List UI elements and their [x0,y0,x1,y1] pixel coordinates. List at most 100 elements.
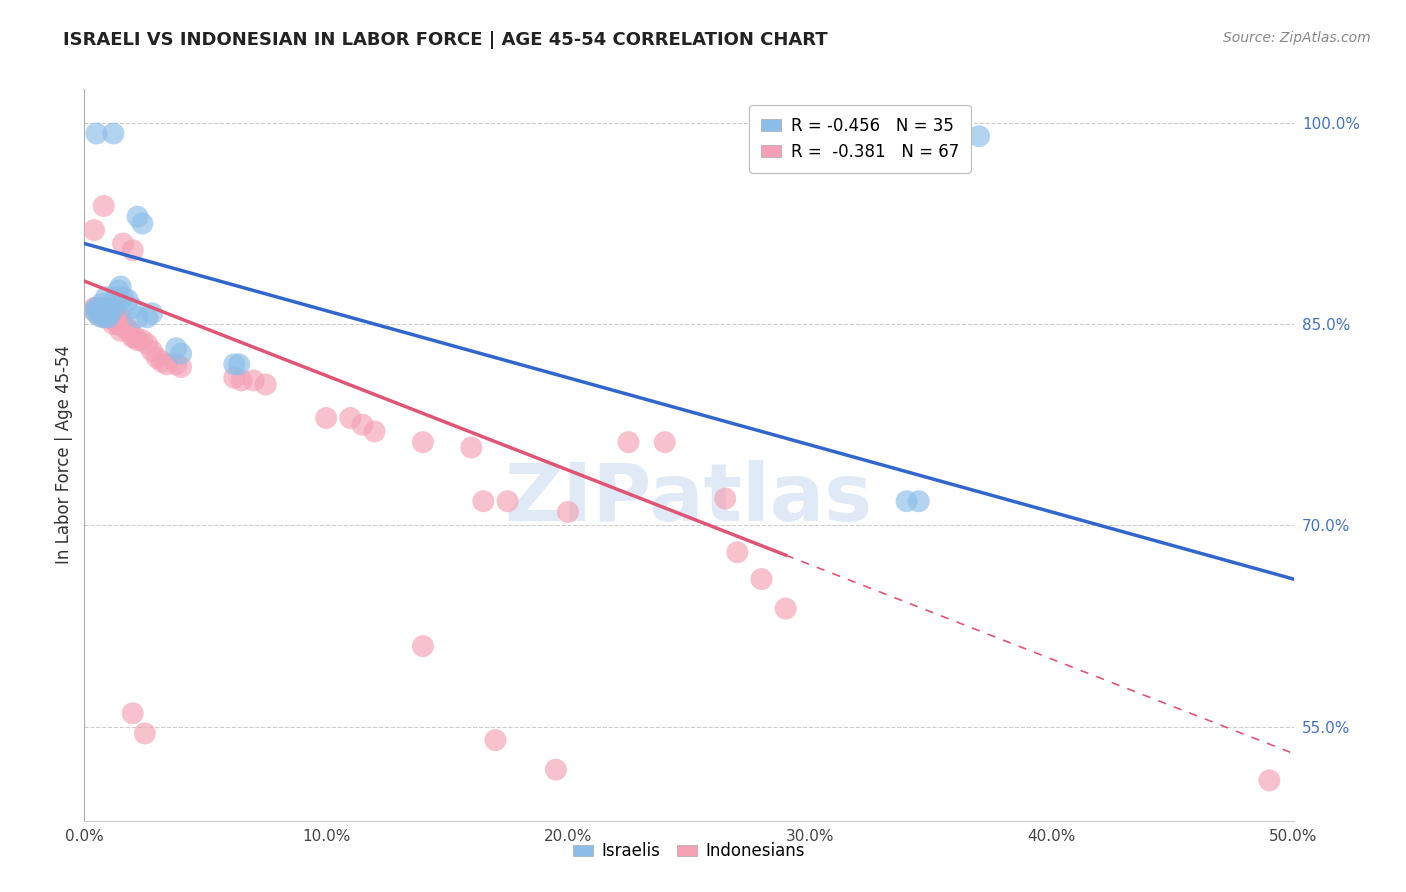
Point [121,244,143,258]
Point [97,301,120,315]
Point [97,301,120,315]
Point [134,726,156,740]
Point [155,357,177,371]
Text: ZIPatlas: ZIPatlas [505,459,873,538]
Point [94,306,117,320]
Point [896,494,918,508]
Point [136,337,159,351]
Point [94,290,117,304]
Point [141,343,163,358]
Text: ISRAELI VS INDONESIAN IN LABOR FORCE | AGE 45-54 CORRELATION CHART: ISRAELI VS INDONESIAN IN LABOR FORCE | A… [63,31,828,49]
Point [86,127,108,141]
Text: Source: ZipAtlas.com: Source: ZipAtlas.com [1223,31,1371,45]
Point [339,411,361,425]
Point [103,301,125,315]
Point [165,357,187,371]
Point [121,301,143,315]
Point [228,357,250,371]
Point [93,310,115,325]
Point [112,290,135,304]
Point [83,223,105,237]
Point [557,505,579,519]
Point [254,377,277,392]
Point [107,317,129,331]
Point [352,417,374,432]
Point [117,293,139,307]
Point [617,435,640,450]
Point [97,310,120,325]
Point [131,216,153,230]
Point [124,330,146,344]
Point [363,425,385,439]
Point [484,733,506,747]
Point [90,297,112,311]
Point [93,199,115,213]
Point [751,572,773,586]
Point [165,341,187,355]
Point [100,310,122,325]
Point [412,435,434,450]
Point [127,333,149,347]
Point [87,309,110,323]
Point [87,301,110,315]
Point [107,284,129,298]
Point [104,314,127,328]
Point [94,310,117,325]
Point [104,306,127,320]
Point [103,317,125,331]
Point [100,303,122,318]
Point [117,324,139,338]
Point [103,310,125,325]
Point [496,494,519,508]
Point [1258,773,1281,788]
Point [104,290,127,304]
Point [93,310,115,325]
Point [86,301,108,315]
Point [472,494,495,508]
Point [131,333,153,347]
Point [127,310,149,325]
Point [231,373,253,387]
Point [100,306,122,320]
Point [103,127,125,141]
Point [90,303,112,318]
Point [775,601,797,615]
Point [121,330,143,344]
Point [315,411,337,425]
Point [87,306,110,320]
Point [107,310,129,325]
Point [94,301,117,315]
Point [86,306,108,320]
Point [93,306,115,320]
Point [242,373,264,387]
Point [87,306,110,320]
Point [110,324,132,338]
Point [121,706,143,721]
Point [460,441,482,455]
Point [170,346,193,360]
Point [110,279,132,293]
Point [224,370,246,384]
Point [224,357,246,371]
Point [83,303,105,318]
Point [90,301,112,315]
Point [127,210,149,224]
Point [112,319,135,334]
Point [112,236,135,251]
Point [90,306,112,320]
Point [100,301,122,315]
Point [136,310,159,325]
Point [86,301,108,315]
Legend: Israelis, Indonesians: Israelis, Indonesians [567,836,811,867]
Point [141,306,163,320]
Point [120,324,142,338]
Point [170,359,193,374]
Point [97,310,120,325]
Point [146,351,169,365]
Point [110,310,132,325]
Point [907,494,929,508]
Point [654,435,676,450]
Point [544,763,567,777]
Point [714,491,737,506]
Y-axis label: In Labor Force | Age 45-54: In Labor Force | Age 45-54 [55,345,73,565]
